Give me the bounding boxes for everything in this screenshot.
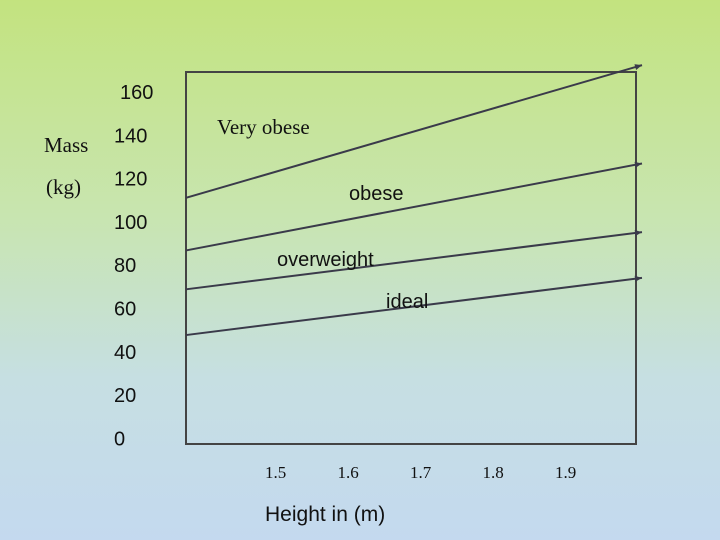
y-axis-label-line-2: (kg) [46,175,81,199]
x-tick-label: 1.9 [555,463,576,482]
y-tick-label: 120 [114,169,147,191]
series-arrowhead-ideal [634,275,642,282]
series-line-very-obese [185,64,643,199]
x-tick-label: 1.5 [265,463,286,482]
series-label-very-obese: Very obese [217,115,310,139]
y-tick-label: 160 [120,82,153,104]
x-tick-label: 1.7 [410,463,432,482]
y-tick-label: 60 [114,299,136,321]
y-tick-label: 40 [114,342,136,364]
series-arrowhead-obese [634,161,642,168]
series-label-ideal: ideal [386,291,428,313]
series-label-overweight: overweight [277,249,374,271]
y-tick-label: 20 [114,385,136,407]
y-tick-label: 100 [114,212,147,234]
y-tick-label: 0 [114,428,125,450]
series-line-obese [185,162,643,252]
series-line-overweight [185,231,643,291]
x-tick-label: 1.8 [483,463,504,482]
x-axis-label: Height in (m) [265,503,385,526]
series-line-ideal [185,276,643,337]
series-label-obese: obese [349,183,404,205]
x-tick-label: 1.6 [338,463,359,482]
x-tick-labels: 1.5 1.6 1.7 1.8 1.9 [265,463,576,482]
series-lines [185,64,643,337]
y-tick-label: 140 [114,125,147,147]
plot-frame [185,71,637,445]
y-axis-label-line-1: Mass [44,133,88,157]
y-tick-label: 80 [114,255,136,277]
series-arrowhead-very-obese [634,64,642,70]
y-tick-labels: 0 20 40 60 80 100 120 140 160 [114,82,153,450]
series-arrowhead-overweight [634,230,642,236]
